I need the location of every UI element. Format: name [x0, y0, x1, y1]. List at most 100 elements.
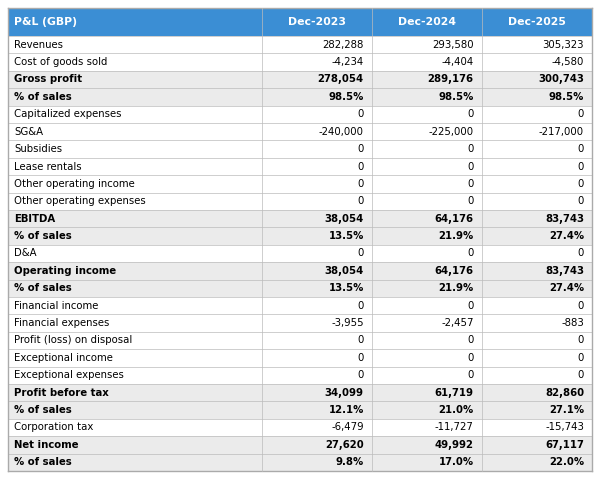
Text: 49,992: 49,992 [434, 440, 473, 450]
Text: 0: 0 [358, 197, 364, 206]
Text: 0: 0 [467, 336, 473, 346]
Bar [8, 123, 592, 141]
Bar [8, 332, 592, 349]
Text: 98.5%: 98.5% [328, 92, 364, 102]
Text: -4,580: -4,580 [551, 57, 584, 67]
Bar [8, 53, 592, 71]
Bar [8, 88, 592, 105]
Bar [8, 401, 592, 419]
Text: 0: 0 [578, 336, 584, 346]
Bar [8, 419, 592, 436]
Text: 27.4%: 27.4% [549, 231, 584, 241]
Text: 0: 0 [467, 161, 473, 171]
Text: P&L (GBP): P&L (GBP) [14, 17, 77, 27]
Text: 0: 0 [578, 370, 584, 380]
Text: 27.1%: 27.1% [549, 405, 584, 415]
Text: Operating income: Operating income [14, 266, 116, 276]
Text: % of sales: % of sales [14, 92, 72, 102]
Bar [8, 262, 592, 280]
Text: 27,620: 27,620 [325, 440, 364, 450]
Text: 0: 0 [358, 109, 364, 119]
Text: D&A: D&A [14, 248, 37, 258]
Text: Financial expenses: Financial expenses [14, 318, 109, 328]
Text: 22.0%: 22.0% [549, 457, 584, 467]
Text: 0: 0 [578, 179, 584, 189]
Bar [8, 453, 592, 471]
Text: Other operating income: Other operating income [14, 179, 135, 189]
Text: 0: 0 [578, 161, 584, 171]
Text: 83,743: 83,743 [545, 266, 584, 276]
Text: 293,580: 293,580 [432, 40, 473, 50]
Text: -883: -883 [561, 318, 584, 328]
Bar [8, 193, 592, 210]
Text: 83,743: 83,743 [545, 214, 584, 224]
Text: 0: 0 [358, 161, 364, 171]
Text: Other operating expenses: Other operating expenses [14, 197, 146, 206]
Text: -240,000: -240,000 [319, 127, 364, 137]
Text: -4,234: -4,234 [332, 57, 364, 67]
Text: -4,404: -4,404 [442, 57, 473, 67]
Text: 21.0%: 21.0% [439, 405, 473, 415]
Bar [8, 71, 592, 88]
Text: 0: 0 [467, 300, 473, 311]
Text: Dec-2023: Dec-2023 [288, 17, 346, 27]
Bar [8, 175, 592, 193]
Text: Net income: Net income [14, 440, 79, 450]
Text: -15,743: -15,743 [545, 423, 584, 433]
Bar [8, 36, 592, 53]
Text: 61,719: 61,719 [434, 388, 473, 397]
Text: 0: 0 [578, 300, 584, 311]
Text: 278,054: 278,054 [318, 75, 364, 85]
Bar [8, 158, 592, 175]
Text: Subsidies: Subsidies [14, 144, 62, 154]
Text: % of sales: % of sales [14, 405, 72, 415]
Text: Lease rentals: Lease rentals [14, 161, 82, 171]
Text: -11,727: -11,727 [435, 423, 473, 433]
Text: 38,054: 38,054 [325, 214, 364, 224]
Bar [8, 367, 592, 384]
Text: Profit (loss) on disposal: Profit (loss) on disposal [14, 336, 132, 346]
Text: -217,000: -217,000 [539, 127, 584, 137]
Text: 0: 0 [467, 109, 473, 119]
Text: 0: 0 [358, 144, 364, 154]
Text: 21.9%: 21.9% [439, 231, 473, 241]
Text: 0: 0 [578, 144, 584, 154]
Text: 0: 0 [578, 197, 584, 206]
Text: Corporation tax: Corporation tax [14, 423, 94, 433]
Bar [8, 349, 592, 367]
Bar [8, 245, 592, 262]
Text: -2,457: -2,457 [441, 318, 473, 328]
Text: 0: 0 [578, 353, 584, 363]
Bar [8, 105, 592, 123]
Text: 17.0%: 17.0% [439, 457, 473, 467]
Text: Exceptional expenses: Exceptional expenses [14, 370, 124, 380]
Text: EBITDA: EBITDA [14, 214, 55, 224]
Text: Dec-2025: Dec-2025 [508, 17, 566, 27]
Text: Capitalized expenses: Capitalized expenses [14, 109, 121, 119]
Text: 0: 0 [358, 336, 364, 346]
Text: 9.8%: 9.8% [335, 457, 364, 467]
Text: Exceptional income: Exceptional income [14, 353, 113, 363]
Text: 289,176: 289,176 [428, 75, 473, 85]
Text: 0: 0 [467, 248, 473, 258]
Text: Dec-2024: Dec-2024 [398, 17, 456, 27]
Text: 12.1%: 12.1% [328, 405, 364, 415]
Text: 27.4%: 27.4% [549, 283, 584, 294]
Text: 305,323: 305,323 [542, 40, 584, 50]
Text: -6,479: -6,479 [331, 423, 364, 433]
Text: 0: 0 [578, 109, 584, 119]
Text: 0: 0 [467, 197, 473, 206]
Text: 82,860: 82,860 [545, 388, 584, 397]
Text: 98.5%: 98.5% [548, 92, 584, 102]
Bar [8, 314, 592, 332]
Bar [8, 8, 592, 36]
Text: 0: 0 [467, 144, 473, 154]
Bar [8, 141, 592, 158]
Text: 300,743: 300,743 [538, 75, 584, 85]
Text: 0: 0 [358, 248, 364, 258]
Text: Gross profit: Gross profit [14, 75, 82, 85]
Text: 64,176: 64,176 [434, 214, 473, 224]
Text: SG&A: SG&A [14, 127, 43, 137]
Bar [8, 384, 592, 401]
Text: 0: 0 [358, 353, 364, 363]
